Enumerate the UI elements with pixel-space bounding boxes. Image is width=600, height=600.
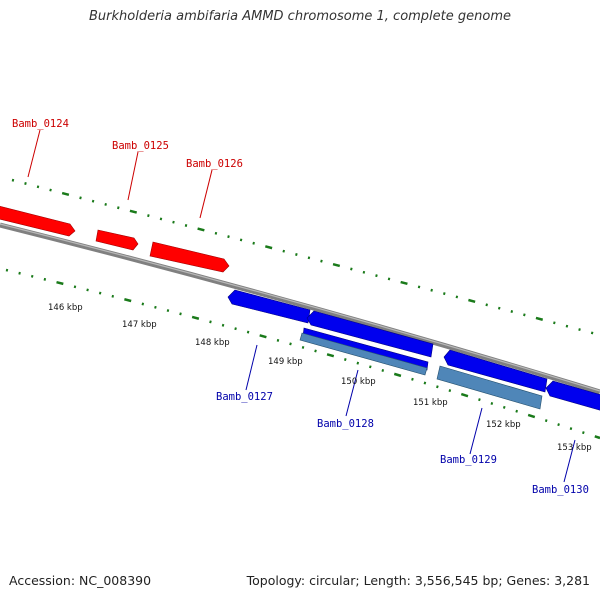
upper-tick-track <box>11 178 600 337</box>
chromosome-backbone-highlight <box>0 223 600 392</box>
gene-label-bamb-0130[interactable]: Bamb_0130 <box>532 484 589 496</box>
tick-label-149: 149 kbp <box>268 357 303 367</box>
gene-bamb-0127[interactable] <box>227 289 311 324</box>
gene-label-bamb-0128[interactable]: Bamb_0128 <box>317 418 374 430</box>
gene-bamb-0125[interactable] <box>95 229 139 251</box>
tick-label-148: 148 kbp <box>195 338 230 348</box>
tick-label-146: 146 kbp <box>48 303 83 313</box>
chromosome-backbone <box>0 222 600 395</box>
gene-bamb-0124[interactable] <box>0 205 76 237</box>
tick-label-152: 152 kbp <box>486 420 521 430</box>
tick-label-150: 150 kbp <box>341 377 376 387</box>
gene-bamb-0129-light[interactable] <box>436 365 543 410</box>
map-title: Burkholderia ambifaria AMMD chromosome 1… <box>88 9 512 24</box>
lower-tick-track <box>5 268 600 440</box>
gene-label-bamb-0129[interactable]: Bamb_0129 <box>440 454 497 466</box>
tick-label-147: 147 kbp <box>122 320 157 330</box>
gene-label-bamb-0127[interactable]: Bamb_0127 <box>216 391 273 403</box>
gene-label-bamb-0126[interactable]: Bamb_0126 <box>186 158 243 170</box>
gene-bamb-0126[interactable] <box>149 241 230 273</box>
gene-bamb-0129-upper[interactable] <box>443 349 548 393</box>
gene-label-bamb-0125[interactable]: Bamb_0125 <box>112 140 169 152</box>
accession-label: Accession: NC_008390 <box>9 573 152 588</box>
topology-summary: Topology: circular; Length: 3,556,545 bp… <box>246 573 590 588</box>
tick-label-153: 153 kbp <box>557 443 592 453</box>
gene-bamb-0128-light[interactable] <box>299 332 428 376</box>
gene-label-bamb-0124[interactable]: Bamb_0124 <box>12 118 69 130</box>
tick-label-151: 151 kbp <box>413 398 448 408</box>
gene-bamb-0128-upper[interactable] <box>306 310 434 358</box>
gene-bamb-0130[interactable] <box>545 380 600 411</box>
gene-leader-lines <box>27 129 576 483</box>
